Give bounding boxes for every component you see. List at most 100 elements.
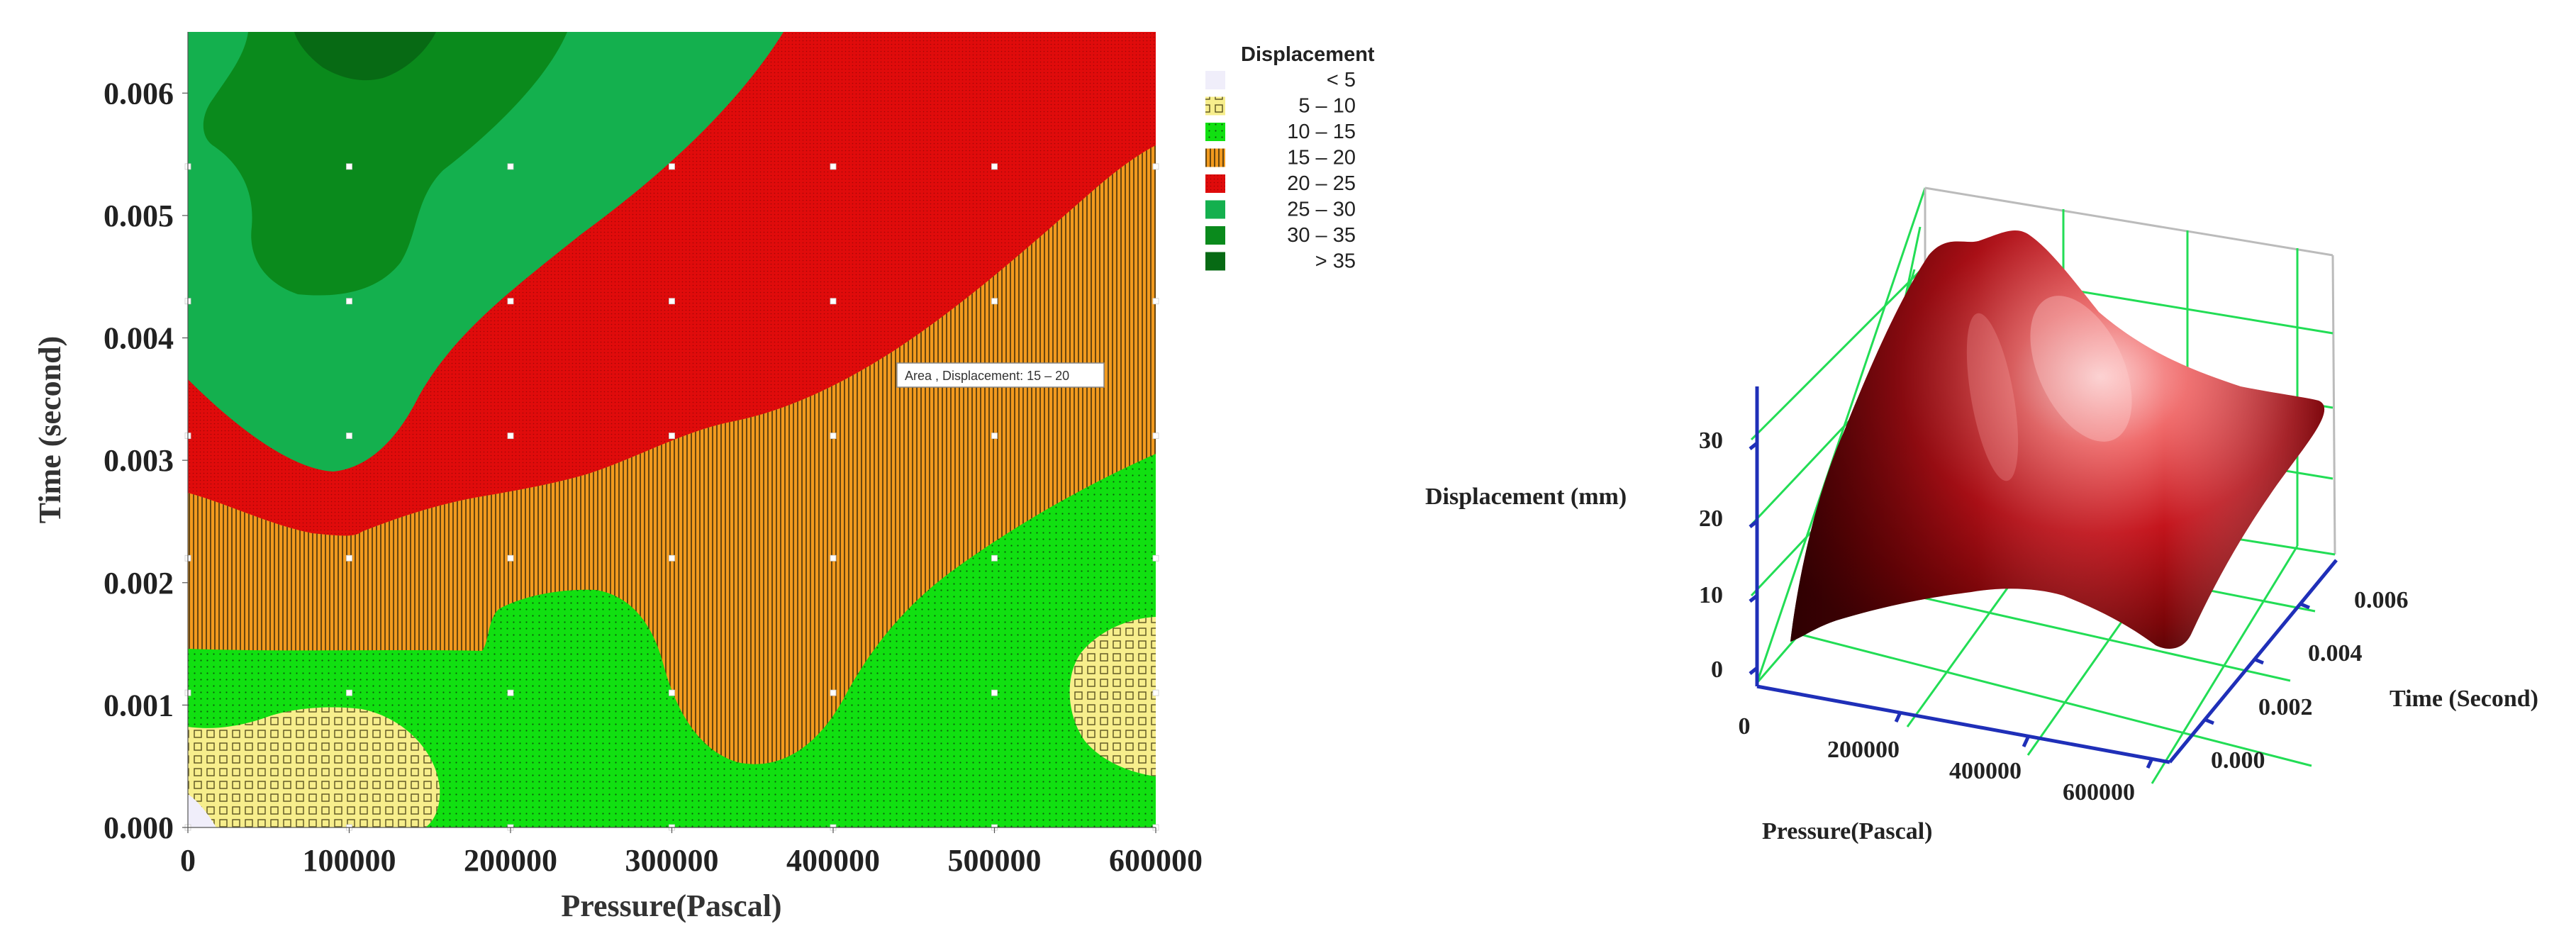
y-tick-label: 0.000 bbox=[104, 810, 174, 845]
sample-point bbox=[991, 433, 998, 440]
legend-swatch-pattern bbox=[1205, 123, 1225, 141]
x-tick-label-3d: 0 bbox=[1739, 713, 1751, 740]
sample-point bbox=[507, 433, 514, 440]
region-under-5 bbox=[188, 794, 216, 827]
y-axis-line-3d bbox=[2168, 559, 2338, 764]
wall-right-edge bbox=[2331, 255, 2336, 555]
region-over-35 bbox=[294, 32, 436, 81]
y-tick-label-3d: 0.006 bbox=[2354, 587, 2409, 613]
y-tick-label: 0.002 bbox=[104, 566, 174, 601]
sample-point bbox=[669, 433, 675, 440]
sample-point bbox=[991, 163, 998, 170]
y-tick-3d bbox=[2204, 718, 2214, 725]
sample-point bbox=[1152, 554, 1159, 562]
x-tick-label-3d: 600000 bbox=[2063, 779, 2135, 805]
sample-point bbox=[830, 433, 837, 440]
legend-swatch bbox=[1205, 226, 1225, 245]
sample-point bbox=[346, 689, 352, 696]
x-tick-label-3d: 400000 bbox=[1949, 758, 2022, 784]
x-axis-title-3d: Pressure(Pascal) bbox=[1762, 818, 1932, 844]
y-tick-label: 0.003 bbox=[104, 443, 174, 478]
sample-point bbox=[991, 554, 998, 562]
z-tick bbox=[1749, 667, 1758, 675]
y-tick-label-3d: 0.000 bbox=[2211, 747, 2265, 774]
x-tick-label: 0 bbox=[180, 843, 196, 878]
sample-point bbox=[669, 298, 675, 305]
surface-highlight bbox=[1966, 313, 2019, 481]
grid-line bbox=[1750, 264, 1927, 441]
y-tick-3d bbox=[2254, 657, 2264, 665]
surface-tick-labels: 0 10 20 30 0 200000 400000 600000 0.000 … bbox=[1699, 428, 2409, 805]
x-tick-3d bbox=[2146, 757, 2154, 769]
x-tick-label: 500000 bbox=[948, 843, 1042, 878]
legend-swatch bbox=[1205, 71, 1225, 89]
x-tick-label: 400000 bbox=[786, 843, 880, 878]
sample-point bbox=[830, 689, 837, 696]
surface-shading bbox=[1790, 230, 2325, 649]
legend: Displacement < 5 5 – 10 10 – 15 15 – 20 20 –… bbox=[1205, 43, 1375, 273]
sample-point bbox=[830, 163, 837, 170]
sample-point bbox=[346, 554, 352, 562]
y-tick-3d bbox=[2300, 602, 2310, 610]
wall-top-edge bbox=[1924, 186, 2334, 257]
z-tick bbox=[1749, 594, 1758, 603]
x-tick-label: 100000 bbox=[303, 843, 396, 878]
legend-label: < 5 bbox=[1327, 69, 1356, 91]
sample-point bbox=[346, 163, 352, 170]
sample-point bbox=[507, 298, 514, 305]
sample-point bbox=[507, 163, 514, 170]
x-tick-label: 300000 bbox=[625, 843, 719, 878]
contour-regions bbox=[188, 32, 1156, 827]
legend-label: 25 – 30 bbox=[1287, 199, 1356, 221]
legend-swatch bbox=[1205, 200, 1225, 219]
z-tick bbox=[1749, 442, 1758, 450]
legend-label: > 35 bbox=[1315, 250, 1356, 273]
z-tick-label: 20 bbox=[1699, 506, 1723, 532]
sample-point bbox=[346, 298, 352, 305]
sample-point bbox=[507, 554, 514, 562]
y-tick-label: 0.006 bbox=[104, 76, 174, 111]
sample-point bbox=[669, 163, 675, 170]
wall-edge bbox=[1756, 187, 1927, 684]
x-tick-label: 600000 bbox=[1109, 843, 1203, 878]
z-axis-title: Displacement (mm) bbox=[1425, 484, 1627, 510]
sample-point bbox=[1152, 433, 1159, 440]
sample-point bbox=[991, 298, 998, 305]
z-tick bbox=[1749, 520, 1758, 528]
y-axis-title: Time (second) bbox=[33, 336, 67, 523]
y-tick-label: 0.001 bbox=[104, 688, 174, 723]
y-axis-ticks: 0.000 0.001 0.002 0.003 0.004 0.005 0.006 bbox=[104, 76, 188, 845]
legend-title: Displacement bbox=[1241, 43, 1375, 66]
sample-point bbox=[1152, 298, 1159, 305]
y-tick-label: 0.005 bbox=[104, 199, 174, 233]
tooltip-text: Area , Displacement: 15 – 20 bbox=[905, 369, 1069, 383]
floor-line bbox=[1800, 633, 2312, 767]
legend-swatch-pattern bbox=[1205, 174, 1225, 193]
sample-point bbox=[507, 689, 514, 696]
legend-label: 15 – 20 bbox=[1287, 147, 1356, 169]
x-tick-label: 200000 bbox=[464, 843, 557, 878]
sample-point bbox=[830, 298, 837, 305]
y-tick-label-3d: 0.004 bbox=[2308, 640, 2363, 667]
tooltip-box bbox=[896, 362, 1105, 388]
z-tick-label: 0 bbox=[1711, 657, 1723, 683]
legend-swatch bbox=[1205, 252, 1225, 271]
z-tick-label: 30 bbox=[1699, 428, 1723, 454]
sample-point bbox=[346, 433, 352, 440]
sample-point bbox=[1152, 163, 1159, 170]
floor-line bbox=[2151, 545, 2299, 784]
sample-point bbox=[991, 689, 998, 696]
sample-point bbox=[830, 554, 837, 562]
legend-swatch-pattern bbox=[1205, 148, 1225, 167]
contour-chart: 0 100000 200000 300000 400000 500000 600000 0.… bbox=[33, 32, 1375, 923]
surface-axes bbox=[1749, 386, 2338, 769]
legend-label: 10 – 15 bbox=[1287, 121, 1356, 143]
z-tick-label: 10 bbox=[1699, 582, 1723, 608]
y-tick-label: 0.004 bbox=[104, 321, 174, 356]
region-30-35 bbox=[203, 32, 567, 296]
surface-mesh bbox=[1790, 230, 2325, 649]
sample-point bbox=[669, 554, 675, 562]
sample-point bbox=[1152, 689, 1159, 696]
x-tick-3d bbox=[1894, 711, 1902, 723]
